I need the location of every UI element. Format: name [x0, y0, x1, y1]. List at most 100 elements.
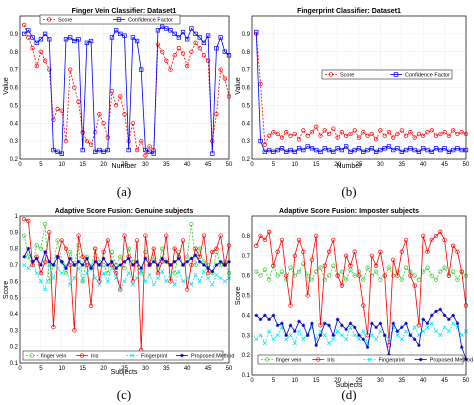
- plot-frame: [19, 215, 230, 364]
- data-point: [205, 33, 211, 38]
- legend-entry: Confidence Factor: [405, 73, 450, 79]
- x-tick-label: 10: [291, 378, 298, 384]
- data-point: [135, 259, 139, 264]
- series-line: [23, 26, 230, 155]
- data-point: [314, 233, 319, 239]
- data-point: [331, 237, 336, 243]
- data-point: [254, 269, 259, 274]
- y-tick-label: 0.1: [242, 373, 251, 379]
- data-point: [284, 333, 289, 338]
- data-point: [143, 233, 148, 238]
- data-point: [197, 254, 202, 259]
- data-point: [400, 325, 404, 330]
- data-point: [164, 26, 169, 31]
- data-point: [130, 35, 136, 40]
- data-point: [352, 249, 357, 254]
- data-point: [421, 329, 426, 334]
- data-point: [296, 146, 302, 151]
- data-point: [318, 149, 323, 155]
- data-point: [143, 249, 148, 255]
- y-tick-label: 0.6: [10, 86, 19, 92]
- data-point: [331, 149, 336, 155]
- data-point: [93, 276, 98, 281]
- y-tick-label: 0.9: [10, 230, 19, 236]
- data-point: [275, 333, 280, 338]
- data-point: [279, 135, 285, 140]
- data-point: [266, 147, 272, 153]
- data-point: [399, 337, 404, 342]
- data-point: [356, 273, 362, 278]
- data-point: [80, 279, 85, 284]
- x-tick-label: 25: [121, 162, 128, 168]
- data-point: [331, 126, 336, 131]
- y-tick-label: 0.3: [10, 139, 19, 145]
- data-point: [284, 149, 289, 155]
- data-point: [26, 266, 31, 271]
- data-point: [197, 35, 202, 40]
- data-point: [335, 329, 340, 334]
- data-point: [189, 26, 194, 31]
- data-point: [438, 269, 443, 274]
- data-point: [72, 85, 77, 90]
- y-tick-label: 0.2: [242, 157, 251, 163]
- data-point: [386, 337, 392, 342]
- data-point: [275, 273, 280, 278]
- data-point: [185, 254, 190, 259]
- data-point: [314, 343, 318, 347]
- data-point: [365, 147, 370, 153]
- x-tick-label: 20: [334, 162, 341, 168]
- data-point: [369, 333, 374, 338]
- data-point: [180, 51, 186, 56]
- data-point: [382, 146, 387, 151]
- data-point: [130, 279, 136, 284]
- data-point: [361, 329, 366, 334]
- data-point: [80, 147, 85, 153]
- data-point: [288, 133, 293, 138]
- y-tick-label: 0.2: [10, 345, 19, 351]
- data-point: [455, 146, 460, 151]
- y-tick-label: 0.7: [242, 254, 251, 260]
- data-point: [105, 263, 110, 267]
- data-point: [68, 262, 73, 268]
- data-point: [222, 279, 227, 284]
- data-point: [30, 35, 35, 40]
- data-point: [122, 259, 127, 264]
- data-point: [322, 277, 327, 282]
- data-point: [318, 265, 323, 270]
- data-point: [39, 263, 43, 267]
- y-tick-label: 0.4: [10, 121, 19, 127]
- data-point: [101, 271, 106, 276]
- data-point: [305, 133, 310, 138]
- data-point: [382, 133, 387, 138]
- y-tick-label: 0.9: [242, 32, 251, 38]
- data-point: [408, 130, 413, 135]
- data-point: [114, 266, 118, 271]
- data-point: [93, 246, 98, 251]
- data-point: [356, 337, 362, 342]
- data-point: [177, 256, 181, 261]
- data-point: [214, 46, 219, 51]
- data-point: [356, 146, 362, 151]
- data-point: [296, 137, 302, 142]
- data-point: [168, 28, 173, 33]
- data-point: [143, 279, 148, 284]
- data-point: [26, 246, 31, 251]
- data-point: [206, 276, 211, 281]
- data-point: [34, 271, 39, 276]
- data-point: [446, 133, 452, 138]
- data-point: [373, 137, 379, 142]
- data-point: [105, 279, 110, 284]
- data-point: [288, 147, 293, 153]
- data-point: [134, 276, 140, 281]
- data-point: [429, 273, 434, 278]
- plot-frame: [251, 215, 467, 376]
- data-point: [459, 130, 464, 135]
- data-point: [403, 237, 409, 243]
- data-point: [348, 325, 353, 330]
- data-point: [176, 269, 181, 274]
- data-point: [433, 133, 439, 138]
- data-point: [147, 272, 152, 277]
- data-point: [373, 269, 379, 274]
- data-point: [357, 333, 361, 338]
- data-point: [451, 313, 455, 318]
